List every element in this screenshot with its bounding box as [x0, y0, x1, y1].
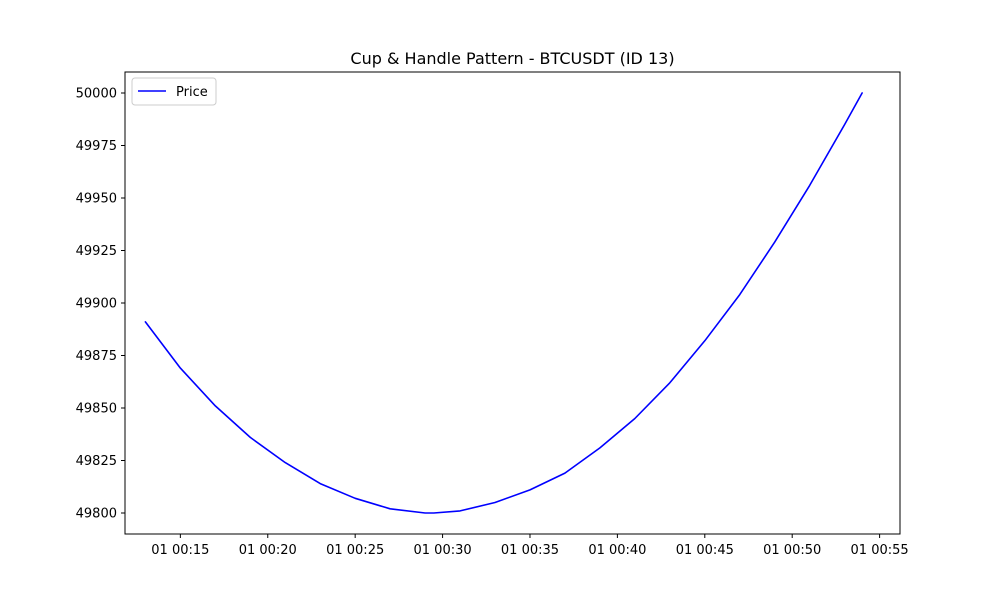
y-tick-label: 49975 — [76, 139, 117, 154]
x-tick-label: 01 00:40 — [588, 543, 646, 558]
legend-label-price: Price — [176, 85, 208, 100]
x-tick-label: 01 00:50 — [763, 543, 821, 558]
legend-box — [131, 77, 217, 106]
y-axis: 49800 49825 49850 49875 49900 49925 49950 49975… — [76, 87, 125, 522]
y-tick-label: 49825 — [76, 454, 117, 469]
legend: Price — [131, 77, 217, 106]
plot-frame — [124, 71, 901, 535]
y-tick-label: 49850 — [76, 402, 117, 417]
x-tick-label: 01 00:45 — [676, 543, 734, 558]
y-tick-label: 49900 — [76, 297, 117, 312]
y-tick-label: 50000 — [76, 87, 117, 102]
chart-title: Cup & Handle Pattern - BTCUSDT (ID 13) — [350, 49, 674, 68]
plot-area — [125, 72, 900, 534]
series-layer — [144, 92, 863, 514]
x-axis: 01 00:15 01 00:20 01 00:25 01 00:30 01 00:35… — [151, 534, 909, 558]
x-tick-label: 01 00:55 — [851, 543, 909, 558]
y-tick-label: 49800 — [76, 507, 117, 522]
x-tick-label: 01 00:25 — [326, 543, 384, 558]
x-tick-label: 01 00:20 — [239, 543, 297, 558]
y-tick-label: 49875 — [76, 349, 117, 364]
series-line-price — [144, 92, 863, 514]
y-tick-label: 49950 — [76, 192, 117, 207]
x-tick-label: 01 00:30 — [414, 543, 472, 558]
x-tick-label: 01 00:15 — [151, 543, 209, 558]
x-tick-label: 01 00:35 — [501, 543, 559, 558]
y-tick-label: 49925 — [76, 244, 117, 259]
